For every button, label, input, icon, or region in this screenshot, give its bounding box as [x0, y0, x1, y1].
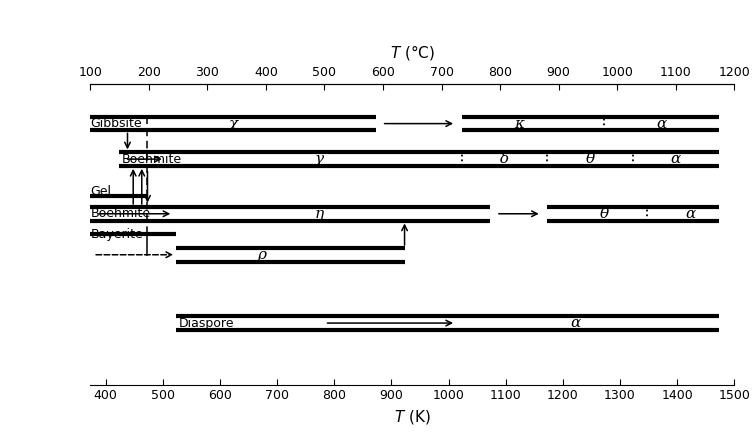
- Text: Diaspore: Diaspore: [179, 316, 234, 330]
- Text: α: α: [571, 316, 581, 330]
- Text: Gel: Gel: [90, 185, 111, 198]
- Text: ρ: ρ: [258, 248, 267, 262]
- Text: Boehmite: Boehmite: [122, 152, 182, 166]
- Text: κ: κ: [514, 117, 524, 130]
- Text: α: α: [685, 207, 695, 221]
- Text: Bayerite: Bayerite: [90, 228, 143, 241]
- X-axis label: $T$ (K): $T$ (K): [394, 408, 431, 426]
- Text: Gibbsite: Gibbsite: [90, 117, 142, 130]
- Text: α: α: [657, 117, 666, 130]
- Text: θ: θ: [600, 207, 609, 221]
- Text: δ: δ: [500, 152, 509, 166]
- Text: χ: χ: [229, 117, 238, 130]
- X-axis label: $T$ (°C): $T$ (°C): [390, 43, 434, 62]
- Text: θ: θ: [586, 152, 595, 166]
- Text: Boehmite: Boehmite: [90, 207, 151, 220]
- Text: η: η: [314, 207, 324, 221]
- Text: α: α: [671, 152, 681, 166]
- Text: γ: γ: [314, 152, 324, 166]
